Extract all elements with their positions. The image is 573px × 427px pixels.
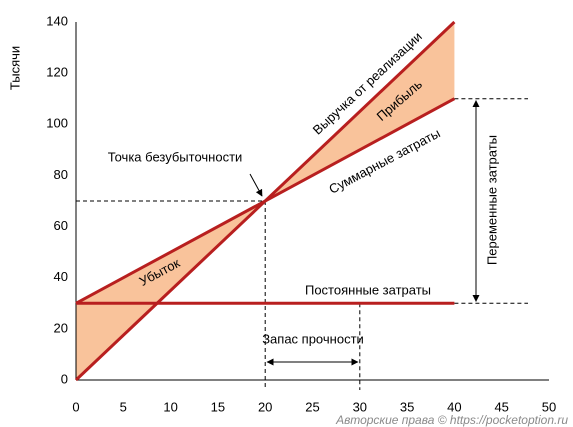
x-tick-label: 50	[542, 399, 556, 414]
y-tick-label: 100	[46, 116, 68, 131]
x-tick-label: 5	[120, 399, 127, 414]
y-tick-label: 0	[61, 371, 68, 386]
x-tick-label: 30	[353, 399, 367, 414]
annotation-arrow	[249, 173, 263, 197]
y-tick-label: 60	[54, 218, 68, 233]
annotation: Переменные затраты	[484, 135, 499, 265]
watermark: Авторские права © https://pocketoption.r…	[335, 413, 568, 427]
annotation: Точка безубыточности	[108, 149, 243, 164]
x-tick-label: 10	[163, 399, 177, 414]
x-tick-label: 20	[258, 399, 272, 414]
x-tick-label: 15	[211, 399, 225, 414]
annotation: Запас прочности	[262, 331, 364, 346]
x-tick-label: 45	[494, 399, 508, 414]
y-axis-label: Тысячи	[7, 46, 22, 90]
y-tick-label: 120	[46, 65, 68, 80]
legend-label: Постоянные затраты	[305, 282, 431, 297]
y-tick-label: 40	[54, 269, 68, 284]
y-tick-label: 20	[54, 320, 68, 335]
y-tick-label: 80	[54, 167, 68, 182]
series-line	[75, 97, 456, 305]
y-tick-label: 140	[46, 13, 68, 28]
x-tick-label: 40	[447, 399, 461, 414]
x-tick-label: 0	[72, 399, 79, 414]
x-tick-label: 35	[400, 399, 414, 414]
x-tick-label: 25	[305, 399, 319, 414]
